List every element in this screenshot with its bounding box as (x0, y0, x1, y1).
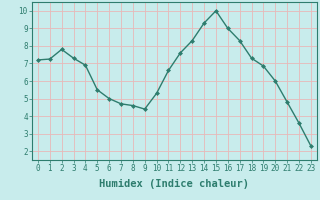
X-axis label: Humidex (Indice chaleur): Humidex (Indice chaleur) (100, 179, 249, 189)
